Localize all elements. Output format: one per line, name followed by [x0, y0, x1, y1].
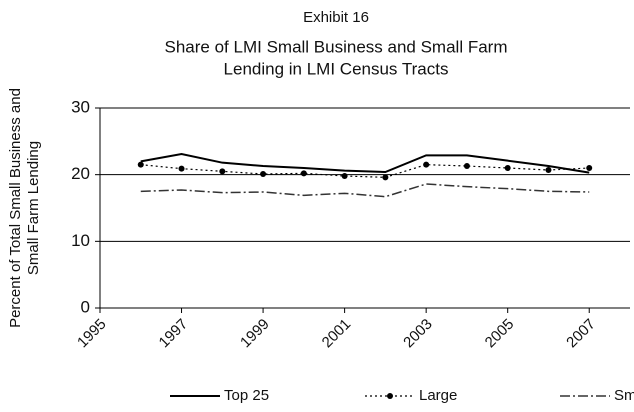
- x-tick-label: 1995: [74, 316, 110, 352]
- point: [137, 161, 144, 168]
- x-tick-label: 2007: [563, 316, 599, 352]
- point: [382, 174, 389, 181]
- point: [219, 168, 226, 175]
- y-tick-label: 30: [71, 97, 90, 116]
- series-line: [140, 164, 590, 178]
- y-axis-label: Small Farm Lending: [25, 141, 42, 275]
- legend-marker: [387, 393, 393, 399]
- chart-subtitle: Lending in LMI Census Tracts: [224, 59, 449, 78]
- point: [586, 165, 593, 171]
- point: [423, 161, 430, 168]
- y-tick-label: 0: [81, 297, 90, 316]
- chart-subtitle: Share of LMI Small Business and Small Fa…: [165, 37, 508, 56]
- chart-title: Exhibit 16: [303, 9, 369, 26]
- point: [463, 163, 470, 169]
- x-tick-label: 1999: [237, 316, 273, 352]
- point: [545, 167, 552, 173]
- legend-label: Small: [614, 387, 634, 404]
- series-line: [140, 152, 590, 174]
- series-line: [140, 183, 590, 198]
- legend-label: Top 25: [224, 387, 269, 404]
- legend-label: Large: [419, 387, 457, 404]
- x-tick-label: 1997: [156, 316, 192, 352]
- point: [504, 165, 511, 171]
- x-tick-label: 2003: [400, 316, 436, 352]
- x-tick-label: 2001: [319, 316, 355, 352]
- point: [178, 165, 185, 172]
- point: [341, 173, 348, 179]
- point: [300, 170, 307, 177]
- x-tick-label: 2005: [482, 316, 518, 352]
- y-axis-label: Percent of Total Small Business and: [7, 88, 24, 328]
- y-tick-label: 20: [71, 164, 90, 183]
- point: [260, 171, 267, 177]
- y-tick-label: 10: [71, 231, 90, 250]
